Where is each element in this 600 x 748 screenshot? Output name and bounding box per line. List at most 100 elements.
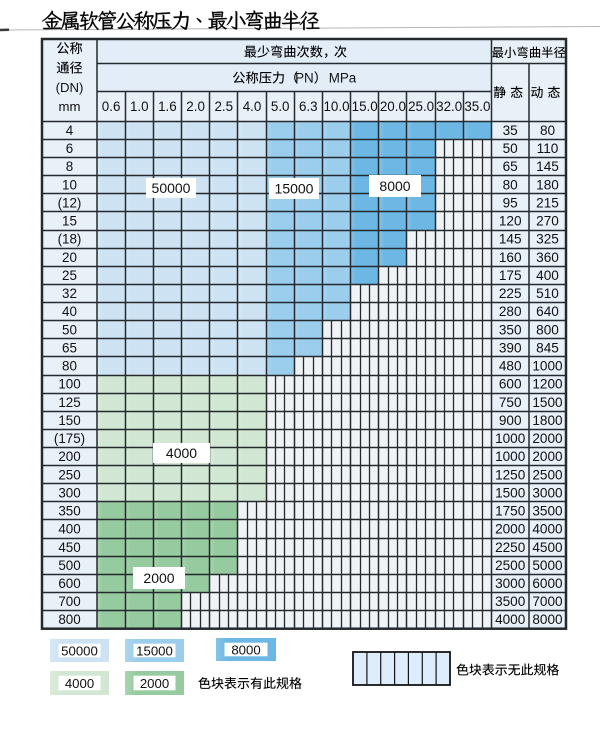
svg-text:2.5: 2.5 [214, 99, 233, 114]
svg-text:110: 110 [537, 141, 559, 156]
svg-text:600: 600 [58, 576, 80, 591]
svg-text:2000: 2000 [532, 449, 563, 464]
svg-text:25: 25 [62, 268, 77, 283]
svg-text:160: 160 [499, 250, 522, 265]
svg-text:150: 150 [58, 413, 80, 428]
svg-text:(18): (18) [58, 232, 82, 247]
svg-text:180: 180 [536, 177, 559, 192]
svg-text:800: 800 [58, 612, 80, 627]
svg-text:1800: 1800 [532, 413, 563, 428]
svg-text:8000: 8000 [379, 178, 410, 194]
svg-text:(DN): (DN) [56, 80, 84, 95]
svg-text:50: 50 [503, 141, 519, 156]
svg-text:845: 845 [536, 340, 559, 355]
svg-text:50: 50 [62, 322, 77, 337]
svg-text:5.0: 5.0 [271, 99, 290, 114]
svg-text:3000: 3000 [495, 576, 526, 591]
svg-text:125: 125 [58, 395, 80, 410]
svg-text:2500: 2500 [495, 558, 526, 573]
svg-text:2000: 2000 [143, 570, 174, 586]
svg-text:4000: 4000 [65, 676, 94, 691]
svg-text:1000: 1000 [495, 431, 526, 446]
svg-text:600: 600 [499, 377, 522, 392]
svg-text:400: 400 [536, 268, 559, 283]
svg-text:1500: 1500 [495, 485, 526, 500]
svg-text:4: 4 [66, 123, 74, 138]
svg-text:8: 8 [66, 159, 73, 174]
svg-text:500: 500 [58, 558, 80, 573]
svg-text:8000: 8000 [532, 612, 563, 627]
svg-text:750: 750 [499, 395, 522, 410]
svg-text:225: 225 [499, 286, 522, 301]
svg-text:4500: 4500 [532, 540, 563, 555]
svg-text:350: 350 [499, 322, 522, 337]
svg-text:3000: 3000 [532, 485, 563, 500]
svg-text:120: 120 [499, 214, 522, 229]
svg-text:480: 480 [499, 359, 522, 374]
svg-text:mm: mm [59, 99, 81, 114]
svg-text:7000: 7000 [532, 594, 563, 609]
svg-text:6: 6 [66, 141, 73, 156]
svg-text:95: 95 [503, 195, 518, 210]
svg-text:145: 145 [499, 232, 522, 247]
svg-text:1500: 1500 [532, 395, 563, 410]
svg-text:250: 250 [58, 467, 80, 482]
svg-text:65: 65 [503, 159, 518, 174]
svg-text:510: 510 [536, 286, 559, 301]
svg-text:300: 300 [58, 485, 80, 500]
svg-text:1000: 1000 [532, 359, 563, 374]
svg-text:15: 15 [62, 214, 77, 229]
svg-text:1200: 1200 [532, 377, 563, 392]
svg-text:65: 65 [62, 340, 77, 355]
svg-text:1250: 1250 [495, 467, 526, 482]
svg-text:400: 400 [58, 522, 80, 537]
svg-text:(12): (12) [58, 195, 82, 210]
svg-text:32: 32 [62, 286, 77, 301]
svg-text:(175): (175) [54, 431, 85, 446]
svg-text:700: 700 [58, 594, 80, 609]
svg-text:215: 215 [536, 195, 559, 210]
svg-text:35: 35 [503, 123, 518, 138]
svg-text:280: 280 [499, 304, 522, 319]
svg-text:4.0: 4.0 [243, 99, 262, 114]
svg-text:0.6: 0.6 [102, 99, 121, 114]
svg-text:2250: 2250 [495, 540, 526, 555]
svg-text:145: 145 [536, 159, 559, 174]
svg-text:450: 450 [58, 540, 80, 555]
svg-text:6.3: 6.3 [299, 99, 318, 114]
svg-text:2000: 2000 [495, 522, 526, 537]
svg-text:2500: 2500 [532, 467, 563, 482]
svg-text:325: 325 [536, 232, 559, 247]
svg-text:8000: 8000 [231, 642, 260, 657]
svg-text:1000: 1000 [495, 449, 526, 464]
svg-text:360: 360 [536, 250, 559, 265]
svg-text:2000: 2000 [140, 676, 169, 691]
svg-text:32.0: 32.0 [436, 99, 462, 114]
svg-text:350: 350 [58, 504, 80, 519]
svg-text:25.0: 25.0 [408, 99, 434, 114]
svg-text:1750: 1750 [495, 504, 526, 519]
svg-text:40: 40 [62, 304, 77, 319]
svg-text:900: 900 [499, 413, 522, 428]
svg-text:4000: 4000 [495, 612, 526, 627]
svg-text:15000: 15000 [275, 181, 314, 197]
svg-text:15000: 15000 [136, 643, 173, 658]
svg-text:5000: 5000 [532, 558, 563, 573]
svg-text:390: 390 [499, 340, 522, 355]
svg-text:20.0: 20.0 [380, 99, 406, 114]
svg-text:20: 20 [62, 250, 77, 265]
svg-text:50000: 50000 [61, 643, 98, 658]
svg-text:35.0: 35.0 [464, 99, 490, 114]
svg-text:10: 10 [62, 177, 77, 192]
svg-text:1.6: 1.6 [158, 99, 177, 114]
svg-text:3500: 3500 [495, 594, 526, 609]
svg-text:100: 100 [58, 377, 80, 392]
svg-text:4000: 4000 [166, 445, 197, 461]
svg-text:175: 175 [499, 268, 522, 283]
svg-text:2000: 2000 [532, 431, 563, 446]
svg-text:2.0: 2.0 [186, 99, 205, 114]
svg-text:10.0: 10.0 [323, 99, 349, 114]
svg-text:80: 80 [503, 177, 519, 192]
svg-text:4000: 4000 [532, 522, 563, 537]
svg-text:1.0: 1.0 [130, 99, 149, 114]
